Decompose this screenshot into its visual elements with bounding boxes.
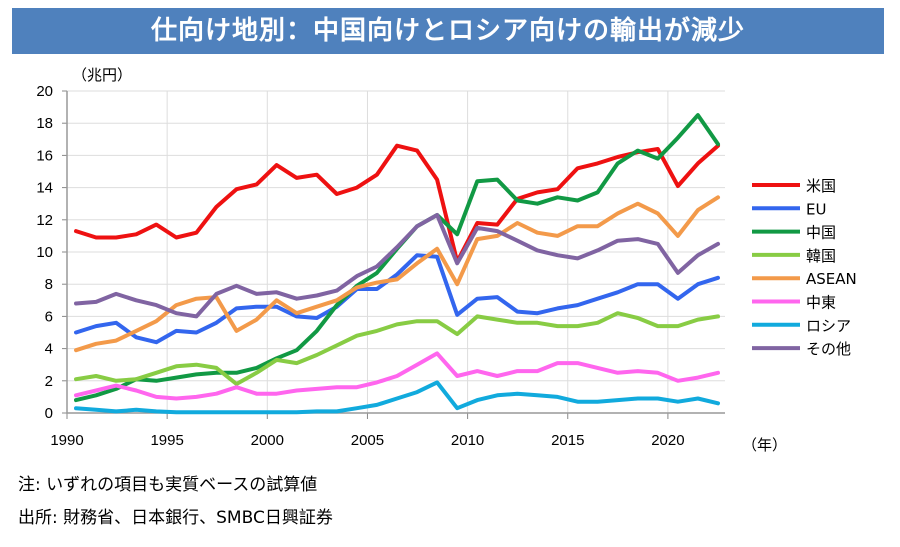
x-tick-label: 2000: [251, 432, 284, 449]
y-tick-label: 6: [45, 308, 53, 325]
x-tick-label: 2005: [351, 432, 384, 449]
x-tick-label: 2020: [651, 432, 684, 449]
legend-label: 中東: [806, 294, 836, 312]
y-tick-label: 20: [36, 83, 53, 100]
y-tick-label: 2: [45, 373, 53, 390]
series-line-5: [74, 351, 720, 401]
x-tick-label: 2010: [451, 432, 484, 449]
legend-label: EU: [806, 200, 826, 218]
series-line-0: [74, 143, 720, 264]
y-tick-label: 10: [36, 244, 53, 261]
x-tick-label: 1995: [150, 432, 183, 449]
legend-label: ロシア: [806, 317, 851, 335]
x-tick-label: 1990: [50, 432, 83, 449]
x-axis-unit-label: （年）: [742, 437, 787, 454]
y-tick-label: 18: [36, 115, 53, 132]
line-chart: 0 2 4 6 8 10 12 14 16 18 20 1990 1995 2000 2005 2010 20…: [36, 83, 857, 454]
note-text: 注: いずれの項目も実質ベースの試算値: [18, 475, 318, 495]
legend-label: ASEAN: [806, 270, 857, 288]
y-tick-label: 0: [45, 405, 53, 422]
x-tick-label: 2015: [551, 432, 584, 449]
x-tick-labels: 1990 1995 2000 2005 2010 2015 2020: [50, 432, 684, 449]
source-text: 出所: 財務省、日本銀行、SMBC日興証券: [18, 508, 333, 528]
y-tick-label: 4: [45, 341, 53, 358]
series-line-7: [74, 213, 720, 319]
y-axis-unit-label: （兆円）: [72, 66, 133, 84]
y-tick-label: 16: [36, 147, 53, 164]
series-lines: [74, 113, 720, 415]
series-line-4: [74, 195, 720, 353]
series-line-6: [74, 380, 720, 415]
y-tick-labels: 0 2 4 6 8 10 12 14 16 18 20: [36, 83, 53, 422]
series-line-1: [74, 253, 720, 345]
legend-label: 韓国: [806, 247, 836, 265]
y-tick-label: 12: [36, 212, 53, 229]
grid-lines: [67, 90, 725, 413]
legend-label: 米国: [806, 177, 836, 195]
y-tick-label: 14: [36, 180, 53, 197]
series-line-3: [74, 311, 720, 386]
legend-label: その他: [806, 340, 851, 358]
legend-label: 中国: [806, 224, 836, 242]
y-tick-label: 8: [45, 276, 53, 293]
chart-title-banner: 仕向け地別：中国向けとロシア向けの輸出が減少: [12, 8, 884, 54]
